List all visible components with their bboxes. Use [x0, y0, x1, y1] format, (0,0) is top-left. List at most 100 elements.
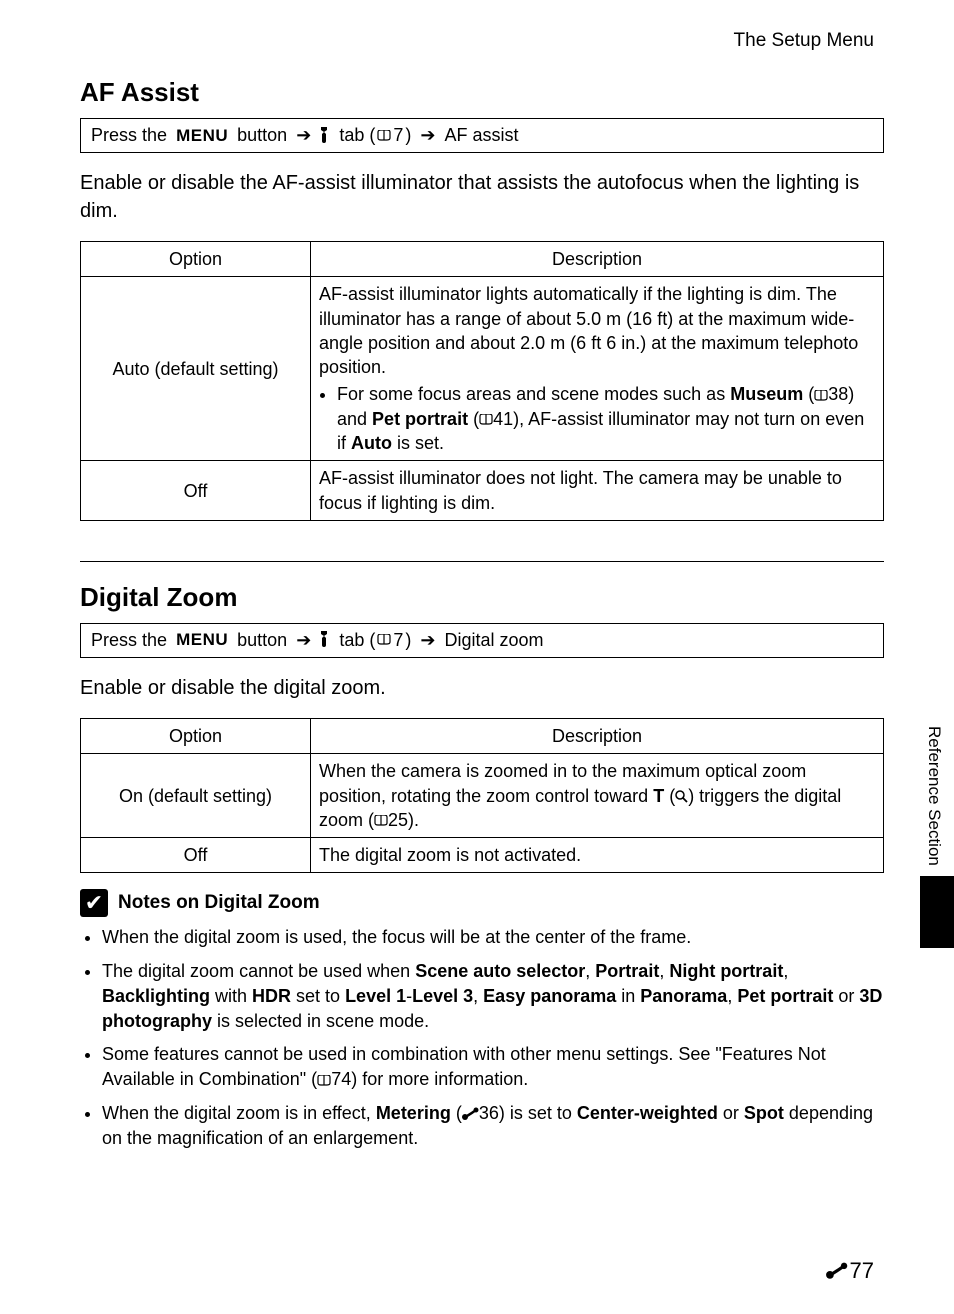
table-header-row: Option Description: [81, 718, 884, 753]
text: ) for more information.: [351, 1069, 528, 1089]
col-header-description: Description: [311, 718, 884, 753]
nav-text: ): [405, 125, 411, 146]
page-container: The Setup Menu AF Assist Press the MENU …: [0, 0, 954, 1314]
text: ,: [783, 961, 788, 981]
page-ref: 25: [388, 810, 408, 830]
text: (: [468, 409, 479, 429]
book-icon: [317, 1075, 331, 1087]
book-icon: [377, 130, 391, 142]
nav-prefix: Press the: [91, 125, 167, 146]
section-title-af-assist: AF Assist: [80, 77, 884, 108]
bold-text: Pet portrait: [737, 986, 833, 1006]
text: ).: [408, 810, 419, 830]
nav-text: button: [237, 630, 287, 651]
bold-text: Panorama: [640, 986, 727, 1006]
bold-text: Portrait: [595, 961, 659, 981]
page-ref: 36: [479, 1103, 499, 1123]
text: ,: [659, 961, 669, 981]
nav-prefix: Press the: [91, 630, 167, 651]
list-item: When the digital zoom is used, the focus…: [102, 925, 884, 950]
table-row: Off The digital zoom is not activated.: [81, 838, 884, 873]
nav-text: button: [237, 125, 287, 146]
bold-text: Center-weighted: [577, 1103, 718, 1123]
page-ref: 38: [828, 384, 848, 404]
page-ref: 7: [393, 125, 403, 146]
intro-text-digital-zoom: Enable or disable the digital zoom.: [80, 674, 884, 702]
text: The digital zoom cannot be used when: [102, 961, 415, 981]
link-icon: [462, 1107, 479, 1121]
notes-title: Notes on Digital Zoom: [118, 892, 320, 914]
description-cell: AF-assist illuminator lights automatical…: [311, 277, 884, 461]
description-cell: The digital zoom is not activated.: [311, 838, 884, 873]
description-cell: AF-assist illuminator does not light. Th…: [311, 461, 884, 521]
side-tab: Reference Section: [920, 720, 954, 948]
page-number: 77: [850, 1258, 874, 1284]
wrench-icon: [320, 631, 330, 649]
text: is set.: [392, 433, 444, 453]
book-icon: [479, 414, 493, 426]
nav-target: Digital zoom: [445, 630, 544, 651]
side-tab-marker: [920, 876, 954, 948]
list-item: Some features cannot be used in combinat…: [102, 1042, 884, 1092]
text: ,: [473, 986, 483, 1006]
book-icon: [377, 634, 391, 646]
arrow-icon: ➔: [296, 630, 311, 651]
col-header-option: Option: [81, 242, 311, 277]
nav-path-digital-zoom: Press the MENU button ➔ tab ( 7 ) ➔ Digi…: [80, 623, 884, 658]
section-divider: [80, 561, 884, 562]
option-cell: On (default setting): [81, 754, 311, 838]
page-footer: 77: [826, 1258, 874, 1284]
bold-text: HDR: [252, 986, 291, 1006]
text: ,: [727, 986, 737, 1006]
book-icon: [814, 390, 828, 402]
list-item: The digital zoom cannot be used when Sce…: [102, 959, 884, 1035]
arrow-icon: ➔: [420, 125, 435, 146]
book-icon: [374, 815, 388, 827]
text: with: [210, 986, 252, 1006]
text: (: [451, 1103, 462, 1123]
intro-text-af-assist: Enable or disable the AF-assist illumina…: [80, 169, 884, 225]
text: (: [803, 384, 814, 404]
table-row: Auto (default setting) AF-assist illumin…: [81, 277, 884, 461]
bold-text: Spot: [744, 1103, 784, 1123]
bold-text: Scene auto selector: [415, 961, 585, 981]
text: in: [616, 986, 640, 1006]
nav-target: AF assist: [445, 125, 519, 146]
table-header-row: Option Description: [81, 242, 884, 277]
wrench-icon: [320, 127, 330, 145]
option-cell: Off: [81, 461, 311, 521]
digital-zoom-table: Option Description On (default setting) …: [80, 718, 884, 873]
nav-text: tab (: [339, 125, 375, 146]
bold-text: Auto: [351, 433, 392, 453]
page-ref: 41: [493, 409, 513, 429]
link-icon: [826, 1262, 848, 1280]
notes-list: When the digital zoom is used, the focus…: [80, 925, 884, 1151]
magnify-icon: [675, 790, 688, 803]
list-item: When the digital zoom is in effect, Mete…: [102, 1101, 884, 1151]
bold-text: Level 1: [345, 986, 406, 1006]
nav-path-af-assist: Press the MENU button ➔ tab ( 7 ) ➔ AF a…: [80, 118, 884, 153]
col-header-description: Description: [311, 242, 884, 277]
nav-text: ): [405, 630, 411, 651]
notes-header: ✔ Notes on Digital Zoom: [80, 889, 884, 917]
table-row: On (default setting) When the camera is …: [81, 754, 884, 838]
option-cell: Off: [81, 838, 311, 873]
arrow-icon: ➔: [420, 630, 435, 651]
arrow-icon: ➔: [296, 125, 311, 146]
page-ref: 74: [331, 1069, 351, 1089]
section-title-digital-zoom: Digital Zoom: [80, 582, 884, 613]
text: or: [833, 986, 859, 1006]
bold-text: Easy panorama: [483, 986, 616, 1006]
bold-text: Level 3: [412, 986, 473, 1006]
bold-text: Pet portrait: [372, 409, 468, 429]
text: is selected in scene mode.: [212, 1011, 429, 1031]
bold-text: Museum: [730, 384, 803, 404]
option-cell: Auto (default setting): [81, 277, 311, 461]
bold-text: Night portrait: [669, 961, 783, 981]
running-header: The Setup Menu: [80, 30, 884, 52]
text: ,: [585, 961, 595, 981]
col-header-option: Option: [81, 718, 311, 753]
text: When the digital zoom is in effect,: [102, 1103, 376, 1123]
page-ref: 7: [393, 630, 403, 651]
side-tab-label: Reference Section: [920, 720, 948, 876]
